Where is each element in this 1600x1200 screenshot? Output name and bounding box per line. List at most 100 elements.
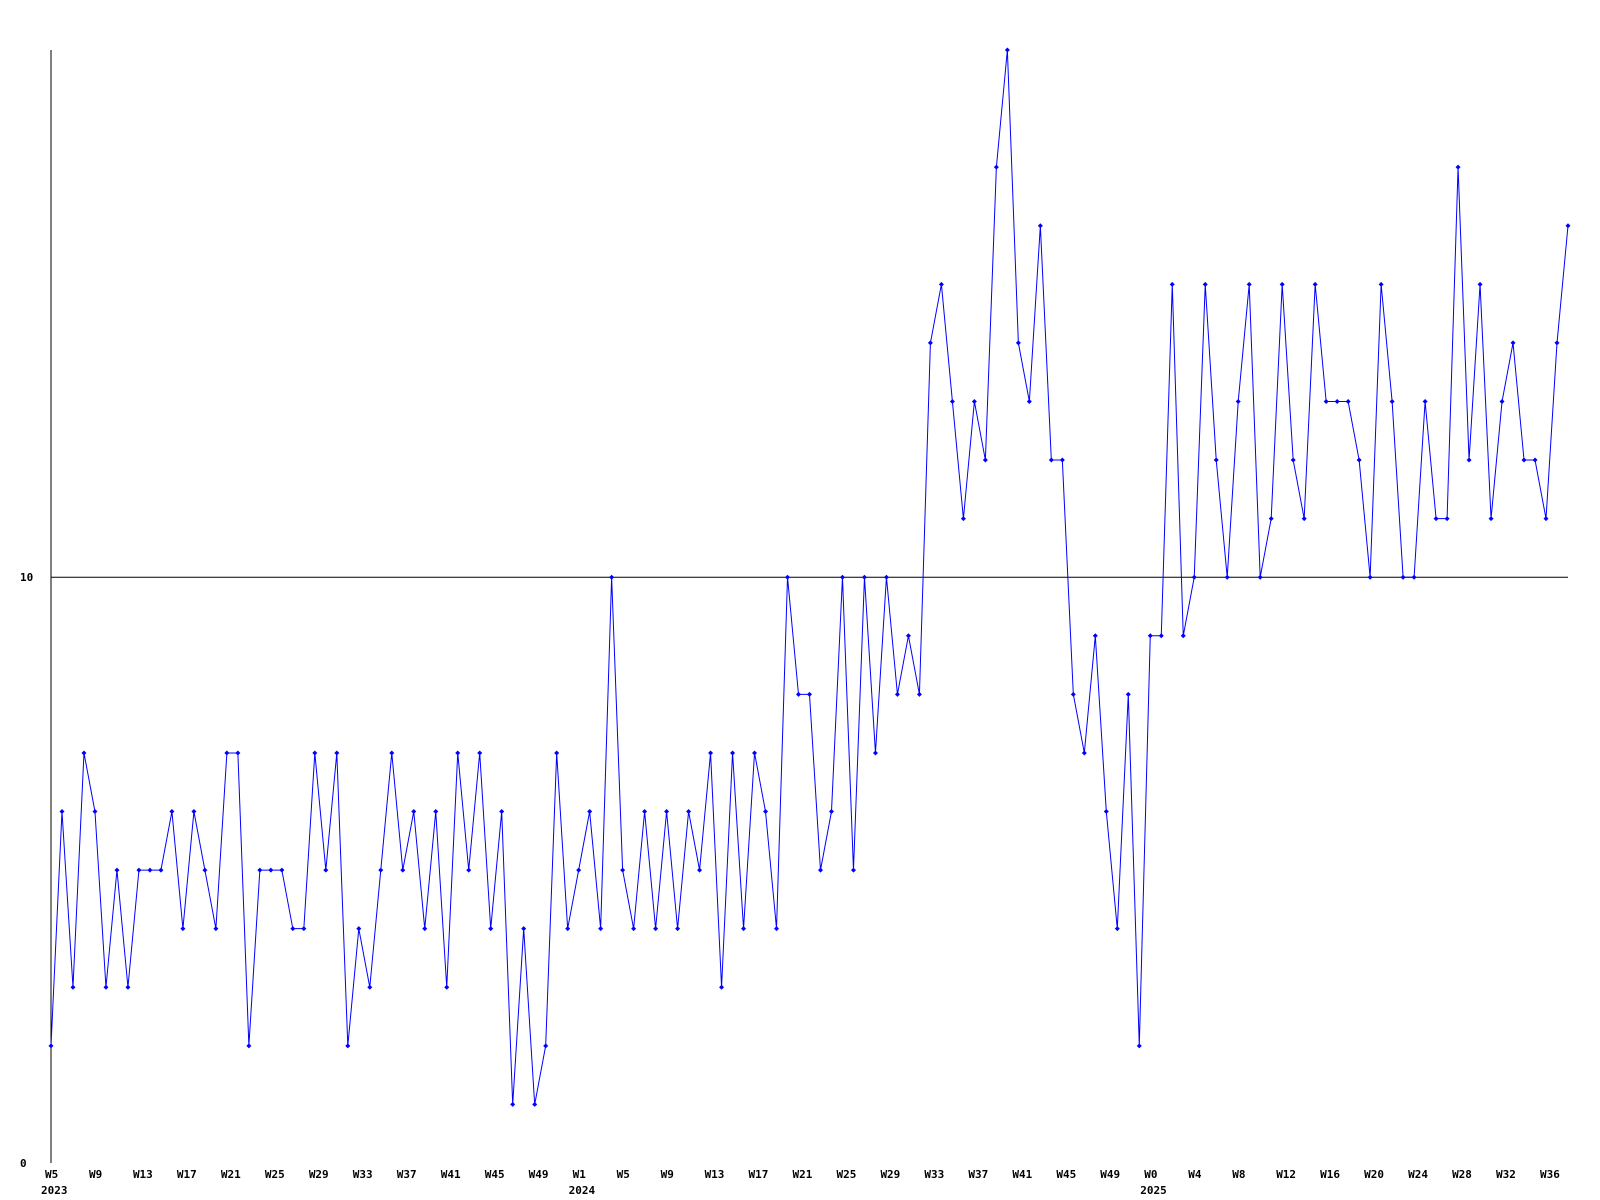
point-marker <box>114 867 120 873</box>
point-marker <box>499 809 505 815</box>
point-marker <box>1532 457 1538 463</box>
point-marker <box>290 926 296 932</box>
x-tick-label: W37 <box>968 1168 988 1181</box>
point-marker <box>697 867 703 873</box>
point-marker <box>971 398 977 404</box>
point-marker <box>576 867 582 873</box>
x-tick-label: W1 <box>573 1168 587 1181</box>
point-marker <box>477 750 483 756</box>
point-marker <box>664 809 670 815</box>
point-marker <box>543 1043 549 1049</box>
point-marker <box>894 691 900 697</box>
point-marker <box>796 691 802 697</box>
x-tick-label: W16 <box>1320 1168 1340 1181</box>
point-marker <box>323 867 329 873</box>
point-marker <box>1268 516 1274 522</box>
point-marker <box>752 750 758 756</box>
point-marker <box>224 750 230 756</box>
point-marker <box>367 984 373 990</box>
point-marker <box>1004 47 1010 53</box>
point-marker <box>609 574 615 580</box>
point-marker <box>631 926 637 932</box>
point-marker <box>938 281 944 287</box>
x-tick-label: W49 <box>1100 1168 1120 1181</box>
year-label: 2025 <box>1140 1184 1167 1197</box>
x-tick-label: W45 <box>1056 1168 1076 1181</box>
x-tick-label: W13 <box>705 1168 725 1181</box>
point-marker <box>312 750 318 756</box>
point-marker <box>620 867 626 873</box>
point-marker <box>1158 633 1164 639</box>
point-marker <box>785 574 791 580</box>
point-marker <box>861 574 867 580</box>
x-tick-label: W0 <box>1144 1168 1157 1181</box>
point-marker <box>1213 457 1219 463</box>
point-marker <box>1026 398 1032 404</box>
point-marker <box>334 750 340 756</box>
point-marker <box>103 984 109 990</box>
point-marker <box>1334 398 1340 404</box>
x-tick-label: W28 <box>1452 1168 1472 1181</box>
point-marker <box>1510 340 1516 346</box>
point-marker <box>587 809 593 815</box>
point-marker <box>675 926 681 932</box>
x-tick-label: W49 <box>529 1168 549 1181</box>
point-marker <box>653 926 659 932</box>
point-marker <box>1279 281 1285 287</box>
point-marker <box>1257 574 1263 580</box>
point-marker <box>378 867 384 873</box>
x-tick-label: W21 <box>221 1168 241 1181</box>
x-tick-label: W12 <box>1276 1168 1296 1181</box>
point-marker <box>235 750 241 756</box>
point-marker <box>1169 281 1175 287</box>
x-tick-label: W5 <box>617 1168 630 1181</box>
x-tick-label: W32 <box>1496 1168 1516 1181</box>
x-tick-label: W9 <box>661 1168 674 1181</box>
point-marker <box>565 926 571 932</box>
point-marker <box>1323 398 1329 404</box>
point-marker <box>279 867 285 873</box>
point-marker <box>554 750 560 756</box>
point-marker <box>1488 516 1494 522</box>
point-marker <box>1565 223 1571 229</box>
point-marker <box>949 398 955 404</box>
point-marker <box>1202 281 1208 287</box>
y-tick-label: 0 <box>20 1157 27 1170</box>
point-marker <box>521 926 527 932</box>
point-marker <box>1477 281 1483 287</box>
point-marker <box>642 809 648 815</box>
x-tick-label: W29 <box>309 1168 329 1181</box>
x-tick-label: W8 <box>1232 1168 1245 1181</box>
point-marker <box>180 926 186 932</box>
point-marker <box>59 809 65 815</box>
point-marker <box>598 926 604 932</box>
point-marker <box>1543 516 1549 522</box>
point-marker <box>1367 574 1373 580</box>
point-marker <box>1400 574 1406 580</box>
point-marker <box>872 750 878 756</box>
point-marker <box>1389 398 1395 404</box>
point-marker <box>1422 398 1428 404</box>
point-marker <box>1103 809 1109 815</box>
x-tick-label: W17 <box>177 1168 197 1181</box>
point-marker <box>1521 457 1527 463</box>
point-marker <box>1114 926 1120 932</box>
point-marker <box>1499 398 1505 404</box>
point-marker <box>191 809 197 815</box>
point-marker <box>839 574 845 580</box>
point-marker <box>741 926 747 932</box>
x-tick-label: W33 <box>353 1168 373 1181</box>
point-marker <box>136 867 142 873</box>
point-marker <box>1048 457 1054 463</box>
point-marker <box>1345 398 1351 404</box>
point-marker <box>510 1101 516 1107</box>
point-marker <box>807 691 812 697</box>
point-marker <box>1059 457 1065 463</box>
point-marker <box>488 926 494 932</box>
point-marker <box>345 1043 351 1049</box>
point-marker <box>1444 516 1450 522</box>
point-marker <box>1037 223 1043 229</box>
point-marker <box>356 926 362 932</box>
point-marker <box>1378 281 1384 287</box>
